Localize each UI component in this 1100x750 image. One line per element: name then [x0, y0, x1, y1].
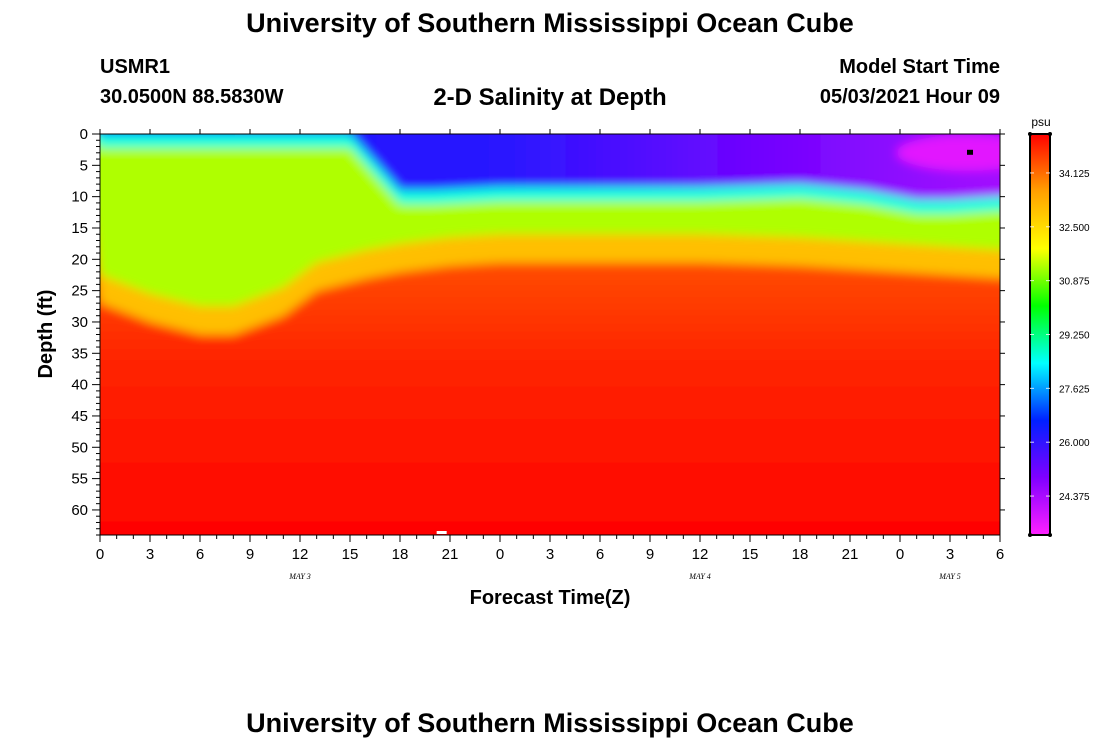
y-tick-label: 25	[71, 283, 88, 300]
y-tick-label: 60	[71, 502, 88, 519]
axes-layer: 0 3 6 9 12 15 18 21 0 3 6 9 12 15 18 21 0 3 6 MAY 3 MAY 4 MAY…	[71, 126, 1005, 581]
colorbar-corner-dot	[1028, 132, 1032, 136]
colorbar-tick-label: 26.000	[1059, 438, 1090, 449]
y-tick-label: 15	[71, 220, 88, 237]
model-start-label: Model Start Time	[839, 56, 1000, 78]
x-tick-label: 0	[496, 546, 504, 563]
x-tick-label: 6	[996, 546, 1004, 563]
colorbar-tick-label: 29.250	[1059, 331, 1090, 342]
x-date-label: MAY 3	[288, 572, 311, 581]
data-marker-bar	[436, 531, 447, 534]
x-tick-label: 12	[692, 546, 709, 563]
model-start-time: 05/03/2021 Hour 09	[819, 86, 1000, 108]
x-tick-label: 21	[442, 546, 459, 563]
x-axis-label: Forecast Time(Z)	[470, 587, 631, 609]
y-tick-label: 45	[71, 408, 88, 425]
x-tick-label: 3	[946, 546, 954, 563]
x-tick-label: 3	[146, 546, 154, 563]
heatmap-clip-group	[100, 134, 1000, 535]
colorbar-tick-label: 32.500	[1059, 223, 1090, 234]
x-tick-label: 12	[292, 546, 309, 563]
y-tick-label: 20	[71, 251, 88, 268]
x-date-label: MAY 4	[688, 572, 711, 581]
y-tick-label: 30	[71, 314, 88, 331]
heatmap-layers	[100, 134, 1000, 535]
colorbar: 34.125 32.500 30.875 29.250 27.625 26.000 24.3…	[1028, 132, 1090, 537]
colorbar-unit: psu	[1031, 115, 1050, 129]
x-tick-label: 18	[392, 546, 409, 563]
colorbar-tick-label: 30.875	[1059, 277, 1090, 288]
x-tick-label: 6	[196, 546, 204, 563]
x-tick-label: 6	[596, 546, 604, 563]
data-marker-dot	[967, 149, 973, 155]
x-date-label: MAY 5	[938, 572, 961, 581]
y-tick-label: 5	[80, 157, 88, 174]
y-axis-label: Depth (ft)	[35, 290, 57, 379]
chart-title-top: University of Southern Mississippi Ocean…	[246, 8, 854, 38]
x-tick-label: 9	[246, 546, 254, 563]
y-tick-label: 0	[80, 126, 88, 143]
x-tick-label: 15	[742, 546, 759, 563]
x-tick-label: 18	[792, 546, 809, 563]
x-tick-label: 9	[646, 546, 654, 563]
y-tick-label: 50	[71, 439, 88, 456]
x-tick-label: 15	[342, 546, 359, 563]
colorbar-tick-label: 27.625	[1059, 384, 1090, 395]
colorbar-corner-dot	[1028, 533, 1032, 537]
colorbar-tick-label: 34.125	[1059, 169, 1090, 180]
chart-title-bottom: University of Southern Mississippi Ocean…	[246, 708, 854, 738]
station-id: USMR1	[100, 56, 171, 78]
y-tick-label: 35	[71, 345, 88, 362]
x-tick-label: 0	[96, 546, 104, 563]
y-tick-label: 40	[71, 377, 88, 394]
colorbar-corner-dot	[1048, 533, 1052, 537]
x-tick-label: 0	[896, 546, 904, 563]
y-tick-label: 10	[71, 189, 88, 206]
salinity-freshest-patch	[896, 134, 1000, 171]
station-coordinates: 30.0500N 88.5830W	[100, 86, 284, 108]
x-tick-label: 21	[842, 546, 859, 563]
colorbar-corner-dot	[1048, 132, 1052, 136]
x-tick-label: 3	[546, 546, 554, 563]
y-tick-label: 55	[71, 471, 88, 488]
salinity-fresh-layer	[100, 134, 1000, 200]
plot-title: 2-D Salinity at Depth	[433, 84, 667, 111]
plot-area	[100, 134, 1000, 535]
colorbar-tick-label: 24.375	[1059, 492, 1090, 503]
